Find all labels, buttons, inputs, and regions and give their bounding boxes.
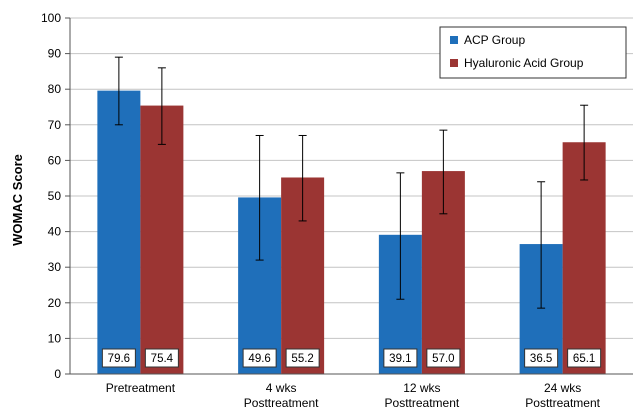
y-tick-label: 70 bbox=[48, 118, 62, 132]
data-label-box bbox=[242, 348, 277, 368]
bars bbox=[97, 90, 606, 375]
y-tick-label: 20 bbox=[48, 296, 62, 310]
legend-label: Hyaluronic Acid Group bbox=[464, 56, 584, 70]
data-label: 36.5 bbox=[530, 353, 552, 365]
bar bbox=[140, 105, 184, 375]
y-axis-label: WOMAC Score bbox=[10, 154, 25, 246]
error-bars bbox=[114, 56, 589, 309]
data-label-box bbox=[383, 348, 418, 368]
data-label-box bbox=[144, 348, 179, 368]
legend-box bbox=[439, 26, 627, 79]
x-category-label: Pretreatment bbox=[106, 381, 176, 395]
x-category-label: 12 wks bbox=[403, 381, 440, 395]
y-tick-label: 30 bbox=[48, 260, 62, 274]
y-axis-ticks: 0 10 20 30 40 50 60 70 80 90 100 bbox=[41, 11, 70, 381]
data-label-box bbox=[101, 348, 136, 368]
data-label: 75.4 bbox=[151, 353, 174, 365]
data-label: 57.0 bbox=[432, 353, 454, 365]
legend: ACP Group Hyaluronic Acid Group bbox=[439, 26, 627, 79]
y-tick-label: 100 bbox=[41, 11, 61, 25]
x-category-label: Posttreatment bbox=[385, 396, 460, 410]
y-tick-label: 0 bbox=[54, 367, 61, 381]
y-tick-label: 60 bbox=[48, 153, 62, 167]
bar bbox=[562, 142, 606, 374]
y-tick-label: 80 bbox=[48, 82, 62, 96]
data-label-box bbox=[524, 348, 559, 368]
data-label-box bbox=[426, 348, 461, 368]
legend-label: ACP Group bbox=[464, 33, 525, 47]
x-category-label: 4 wks bbox=[266, 381, 297, 395]
x-category-label: Posttreatment bbox=[244, 396, 319, 410]
y-tick-label: 10 bbox=[48, 331, 62, 345]
y-tick-label: 40 bbox=[48, 225, 62, 239]
x-category-label: 24 wks bbox=[544, 381, 581, 395]
data-label: 55.2 bbox=[291, 353, 313, 365]
data-label: 65.1 bbox=[573, 353, 595, 365]
legend-swatch bbox=[450, 59, 458, 67]
data-label: 49.6 bbox=[248, 353, 270, 365]
y-tick-label: 50 bbox=[48, 189, 62, 203]
data-label: 39.1 bbox=[389, 353, 411, 365]
data-label: 79.6 bbox=[108, 353, 130, 365]
data-label-box bbox=[285, 348, 320, 368]
y-tick-label: 90 bbox=[48, 47, 62, 61]
bar bbox=[97, 90, 141, 375]
data-label-box bbox=[567, 348, 602, 368]
x-category-label: Posttreatment bbox=[525, 396, 600, 410]
legend-swatch bbox=[450, 36, 458, 44]
data-labels: 79.6 75.4 49.6 55.2 39.1 57.0 36.5 65.1 bbox=[101, 348, 602, 368]
